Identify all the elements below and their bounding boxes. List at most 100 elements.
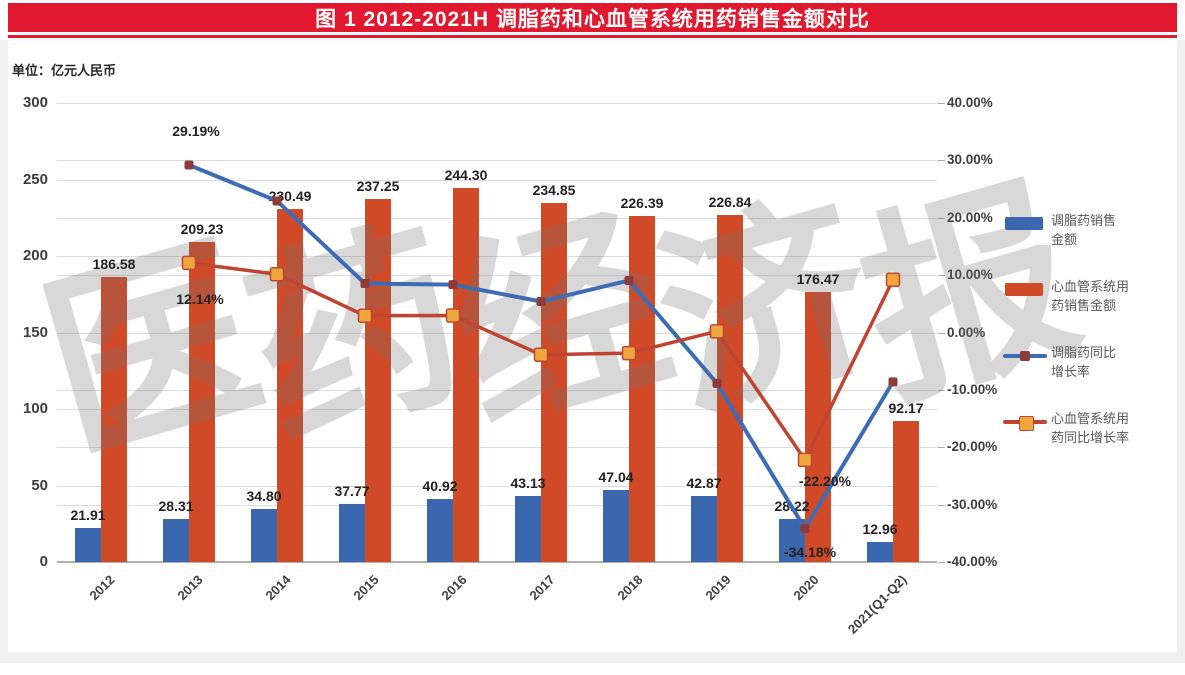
bar-cardio (101, 276, 127, 562)
bar-lipid (75, 528, 101, 562)
bar-value-label: 21.91 (70, 507, 106, 524)
bar-value-label: 226.39 (620, 194, 664, 211)
y-axis-right-tick (938, 389, 945, 391)
legend-label: 心血管系统用 药销售金额 (1051, 279, 1130, 313)
legend-bar-swatch (1003, 280, 1051, 300)
line-point-label: -34.18% (783, 543, 837, 560)
line-marker (181, 255, 197, 271)
bar-value-label: 34.80 (246, 487, 282, 504)
y-axis-right-tick (938, 447, 945, 449)
line-marker (536, 297, 546, 307)
y-axis-right-tick (938, 160, 945, 162)
gridline (57, 160, 937, 161)
legend-label: 心血管系统用 药同比增长率 (1051, 411, 1130, 445)
legend-bar-swatch (1003, 214, 1051, 234)
bar-value-label: 47.04 (598, 469, 634, 486)
bar-lipid (163, 518, 189, 562)
bar-cardio (805, 292, 831, 562)
y-axis-right-label: 30.00% (947, 152, 993, 168)
gridline (57, 409, 937, 410)
bar-lipid (427, 499, 453, 562)
bar-lipid (691, 496, 717, 562)
bar-value-label: 209.23 (180, 220, 224, 237)
bar-value-label: 237.25 (356, 178, 400, 194)
gridline (57, 486, 937, 487)
bar-cardio (629, 215, 655, 562)
line-marker (709, 324, 725, 339)
bar-cardio (189, 241, 215, 562)
bar-value-label: 40.92 (422, 478, 458, 495)
line-marker (448, 280, 458, 290)
gridline (57, 275, 937, 276)
legend-item: 心血管系统用 药销售金额 (1003, 278, 1129, 316)
line-marker (184, 160, 194, 170)
gridline (57, 390, 937, 391)
bar-value-label: 12.96 (862, 521, 898, 538)
bar-value-label: 176.47 (796, 271, 840, 287)
bar-cardio (453, 188, 479, 562)
bar-value-label: 42.87 (686, 475, 722, 492)
left-edge-strip (0, 40, 8, 662)
y-axis-right-label: 40.00% (947, 95, 993, 110)
y-axis-left-label: 300 (22, 94, 48, 111)
legend-item: 调脂药同比 增长率 (1003, 344, 1116, 382)
line-marker (888, 377, 898, 387)
y-axis-left-label: 100 (22, 400, 48, 417)
gridline (57, 103, 937, 104)
line-point-label: 12.14% (176, 290, 224, 307)
unit-label: 单位：亿元人民币 (12, 63, 117, 78)
y-axis-right-tick (938, 504, 945, 506)
legend-item: 调脂药销售 金额 (1003, 212, 1116, 250)
line-marker (885, 272, 901, 287)
y-axis-left-label: 50 (31, 476, 48, 494)
y-axis-right-tick (938, 103, 945, 104)
legend-item: 心血管系统用 药同比增长率 (1003, 410, 1129, 448)
y-axis-right-label: -30.00% (947, 496, 998, 512)
legend-label: 调脂药同比 增长率 (1051, 345, 1117, 379)
bar-value-label: 28.31 (158, 497, 194, 514)
title-rule (8, 35, 1177, 38)
y-axis-right-label: -20.00% (947, 439, 998, 455)
bar-lipid (339, 504, 365, 562)
bar-lipid (603, 490, 629, 562)
bottom-edge-strip (0, 652, 1185, 663)
line-point-label: 29.19% (172, 123, 220, 140)
legend-line-swatch (1003, 412, 1051, 432)
x-axis-line (57, 561, 937, 563)
y-axis-right-tick (938, 275, 945, 277)
bar-lipid (515, 496, 541, 562)
bar-cardio (893, 420, 919, 562)
y-axis-left-label: 250 (22, 170, 48, 188)
figure-title: 图 1 2012-2021H 调脂药和心血管系统用药销售金额对比 (315, 7, 870, 31)
legend-marker (1020, 351, 1030, 361)
gridline (57, 218, 937, 219)
y-axis-right-label: 10.00% (947, 267, 993, 283)
line-marker (624, 275, 634, 285)
y-axis-right-tick (938, 562, 945, 563)
gridline (57, 180, 937, 181)
bar-cardio (365, 199, 391, 562)
bar-cardio (541, 202, 567, 562)
line-marker (360, 279, 370, 289)
y-axis-left-label: 0 (39, 553, 48, 570)
legend-marker (1018, 415, 1034, 431)
bar-value-label: 244.30 (444, 167, 488, 184)
line-marker (621, 345, 637, 361)
y-axis-right-label: -10.00% (947, 381, 998, 397)
gridline (57, 447, 937, 448)
bar-lipid (867, 542, 893, 562)
line-marker (445, 308, 461, 323)
line-marker (797, 452, 813, 468)
line-marker (357, 308, 373, 323)
figure-title-bar: 图 1 2012-2021H 调脂药和心血管系统用药销售金额对比 (8, 3, 1177, 32)
bar-value-label: 37.77 (334, 483, 370, 500)
growth-line (188, 163, 895, 533)
y-axis-right-tick (938, 217, 945, 219)
bar-lipid (251, 508, 277, 562)
line-marker (269, 266, 285, 282)
y-axis-left-label: 150 (22, 323, 48, 341)
legend-color-bar (1005, 217, 1043, 230)
y-axis-left-label: 200 (22, 247, 48, 264)
